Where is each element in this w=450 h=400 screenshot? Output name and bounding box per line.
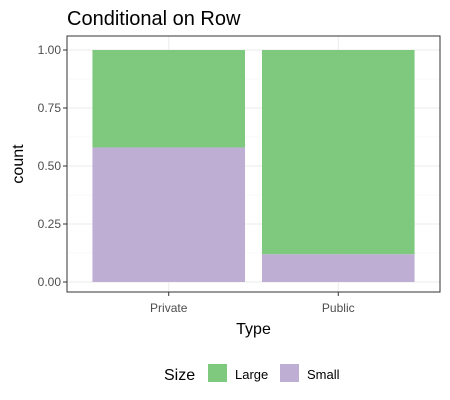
legend-swatch-large bbox=[208, 364, 227, 382]
legend-label-small: Small bbox=[307, 367, 340, 382]
x-axis-title: Type bbox=[236, 321, 271, 338]
plot-border bbox=[66, 35, 441, 293]
y-tick-label-1: 0.25 bbox=[38, 217, 62, 231]
y-tick-label-3: 0.75 bbox=[38, 101, 62, 115]
y-tick-label-4: 1.00 bbox=[38, 43, 62, 57]
x-axis: Private Public bbox=[150, 292, 355, 315]
bar-public-small bbox=[261, 254, 415, 282]
bar-private-small bbox=[92, 147, 246, 282]
y-tick-label-0: 0.00 bbox=[38, 275, 62, 289]
chart-title: Conditional on Row bbox=[67, 8, 241, 30]
legend-swatch-small bbox=[280, 364, 299, 382]
bar-private-large bbox=[92, 50, 246, 148]
y-tick-label-2: 0.50 bbox=[38, 159, 62, 173]
bars bbox=[92, 50, 415, 282]
plot-panel bbox=[66, 35, 441, 293]
legend: Size Large Small bbox=[164, 364, 340, 384]
y-axis-title: count bbox=[10, 144, 27, 184]
y-axis: 0.00 0.25 0.50 0.75 1.00 bbox=[38, 43, 67, 289]
legend-title: Size bbox=[164, 367, 195, 384]
legend-label-large: Large bbox=[235, 367, 268, 382]
bar-public-large bbox=[261, 50, 415, 255]
x-tick-label-1: Public bbox=[322, 301, 355, 315]
x-tick-label-0: Private bbox=[150, 301, 188, 315]
